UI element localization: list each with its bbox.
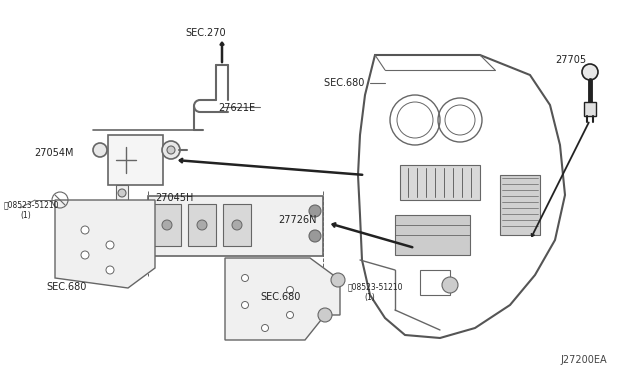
Bar (188, 204, 216, 246)
Text: J27200EA: J27200EA (560, 355, 607, 365)
Circle shape (162, 141, 180, 159)
Circle shape (93, 143, 107, 157)
Circle shape (287, 311, 294, 318)
Circle shape (582, 64, 598, 80)
Text: 27705: 27705 (555, 55, 586, 65)
Circle shape (81, 251, 89, 259)
Bar (108, 135, 163, 185)
Circle shape (167, 146, 175, 154)
Bar (153, 204, 181, 246)
Circle shape (241, 275, 248, 282)
Bar (500, 175, 540, 235)
Text: (1): (1) (364, 293, 375, 302)
Text: 27045H: 27045H (155, 193, 193, 203)
Bar (420, 270, 450, 295)
Text: SEC.680: SEC.680 (46, 282, 86, 292)
Circle shape (318, 308, 332, 322)
Circle shape (106, 266, 114, 274)
Text: 08523-51210: 08523-51210 (4, 200, 60, 209)
Circle shape (309, 205, 321, 217)
Polygon shape (225, 258, 340, 340)
Circle shape (241, 301, 248, 308)
Bar (223, 204, 251, 246)
Text: SEC.680: SEC.680 (260, 292, 300, 302)
Circle shape (81, 226, 89, 234)
Circle shape (118, 189, 126, 197)
Polygon shape (55, 200, 155, 288)
Bar (116, 185, 128, 200)
Text: 27621E: 27621E (218, 103, 255, 113)
Circle shape (287, 286, 294, 294)
Circle shape (197, 220, 207, 230)
Text: SEC.270: SEC.270 (185, 28, 226, 38)
Bar (148, 196, 323, 256)
Text: SEC.680: SEC.680 (324, 78, 367, 88)
Bar (395, 215, 470, 255)
Bar (584, 102, 596, 116)
Text: 27054M: 27054M (34, 148, 74, 158)
Text: 08523-51210: 08523-51210 (348, 282, 403, 291)
Circle shape (162, 220, 172, 230)
Circle shape (309, 230, 321, 242)
Circle shape (106, 241, 114, 249)
Bar (400, 165, 480, 200)
Circle shape (442, 277, 458, 293)
Circle shape (262, 324, 269, 331)
Circle shape (232, 220, 242, 230)
Circle shape (331, 273, 345, 287)
Text: (1): (1) (20, 211, 31, 220)
Text: 27726N: 27726N (278, 215, 317, 225)
